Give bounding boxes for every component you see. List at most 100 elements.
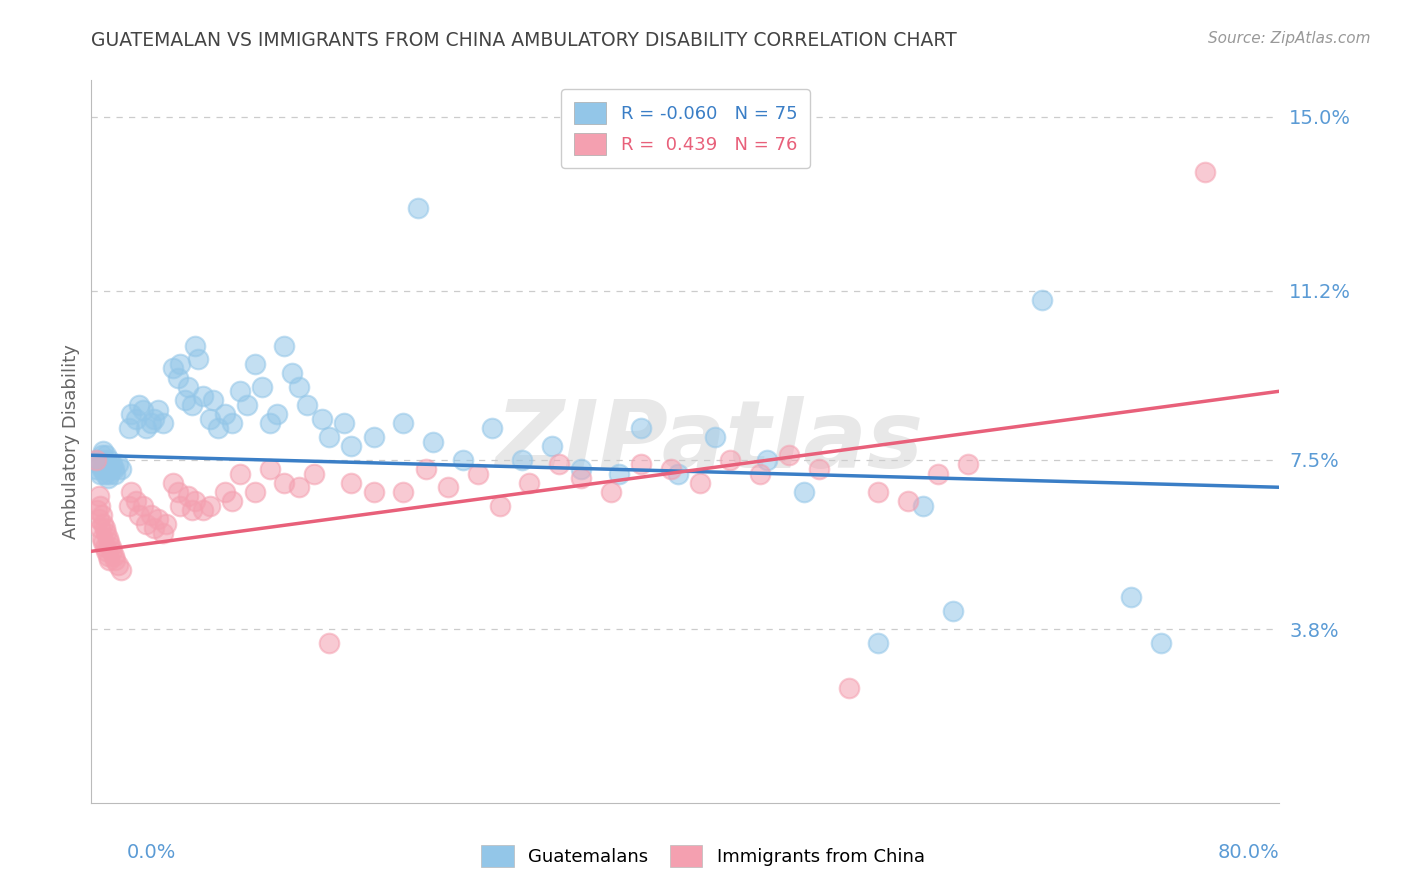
Point xyxy=(84,453,107,467)
Point xyxy=(152,416,174,430)
Point xyxy=(139,416,162,430)
Point xyxy=(897,494,920,508)
Point xyxy=(436,480,458,494)
Point xyxy=(166,484,188,499)
Point xyxy=(481,421,503,435)
Point xyxy=(84,462,107,476)
Point xyxy=(406,202,429,216)
Point xyxy=(571,462,593,476)
Point xyxy=(97,531,120,545)
Point xyxy=(169,499,191,513)
Point xyxy=(200,411,222,425)
Point xyxy=(318,636,340,650)
Point xyxy=(162,475,184,490)
Point xyxy=(266,407,288,421)
Point xyxy=(94,467,117,481)
Text: ZIPatlas: ZIPatlas xyxy=(495,395,924,488)
Point xyxy=(942,604,965,618)
Point xyxy=(259,416,281,430)
Point xyxy=(98,553,121,567)
Point xyxy=(184,338,207,352)
Point xyxy=(221,416,243,430)
Point xyxy=(422,434,444,449)
Point xyxy=(318,430,340,444)
Point xyxy=(89,499,111,513)
Point xyxy=(103,462,125,476)
Point xyxy=(868,484,890,499)
Point xyxy=(101,458,124,472)
Point xyxy=(152,526,174,541)
Point xyxy=(110,563,132,577)
Point xyxy=(91,443,114,458)
Point xyxy=(142,411,165,425)
Point xyxy=(125,411,148,425)
Point xyxy=(392,484,415,499)
Point xyxy=(488,499,510,513)
Point xyxy=(540,439,562,453)
Point xyxy=(91,535,114,549)
Point xyxy=(142,521,165,535)
Point xyxy=(187,352,209,367)
Point xyxy=(100,462,122,476)
Point xyxy=(207,421,229,435)
Point xyxy=(311,411,333,425)
Point xyxy=(571,471,593,485)
Point xyxy=(236,398,259,412)
Point xyxy=(214,484,236,499)
Point xyxy=(169,357,191,371)
Point xyxy=(288,480,311,494)
Point xyxy=(607,467,630,481)
Point xyxy=(273,338,295,352)
Point xyxy=(87,490,110,504)
Point xyxy=(956,458,979,472)
Point xyxy=(97,471,120,485)
Point xyxy=(259,462,281,476)
Legend: Guatemalans, Immigrants from China: Guatemalans, Immigrants from China xyxy=(474,838,932,874)
Point xyxy=(221,494,243,508)
Point xyxy=(295,398,318,412)
Point xyxy=(177,379,200,393)
Point xyxy=(104,553,127,567)
Point xyxy=(86,503,108,517)
Point xyxy=(101,544,124,558)
Point xyxy=(363,484,385,499)
Point xyxy=(184,494,207,508)
Point xyxy=(659,462,682,476)
Point xyxy=(121,484,143,499)
Point xyxy=(100,540,122,554)
Point xyxy=(451,453,474,467)
Legend: R = -0.060   N = 75, R =  0.439   N = 76: R = -0.060 N = 75, R = 0.439 N = 76 xyxy=(561,89,810,168)
Point xyxy=(98,453,121,467)
Point xyxy=(333,416,356,430)
Point xyxy=(243,484,266,499)
Point xyxy=(104,467,127,481)
Point xyxy=(155,516,177,531)
Point xyxy=(392,416,415,430)
Point xyxy=(548,458,571,472)
Point xyxy=(94,540,117,554)
Text: 0.0%: 0.0% xyxy=(127,843,176,862)
Point xyxy=(748,467,770,481)
Point xyxy=(96,462,118,476)
Point xyxy=(756,453,779,467)
Point xyxy=(91,453,114,467)
Point xyxy=(174,393,197,408)
Point xyxy=(519,475,541,490)
Point xyxy=(128,508,150,522)
Point xyxy=(132,499,155,513)
Point xyxy=(98,467,121,481)
Point xyxy=(181,503,204,517)
Point xyxy=(415,462,437,476)
Point xyxy=(98,535,121,549)
Point xyxy=(148,512,170,526)
Point xyxy=(191,503,214,517)
Point xyxy=(94,458,117,472)
Point xyxy=(340,439,363,453)
Point xyxy=(250,379,273,393)
Point xyxy=(281,366,304,380)
Point xyxy=(200,499,222,513)
Point xyxy=(148,402,170,417)
Point xyxy=(132,402,155,417)
Text: Source: ZipAtlas.com: Source: ZipAtlas.com xyxy=(1208,31,1371,46)
Point xyxy=(718,453,741,467)
